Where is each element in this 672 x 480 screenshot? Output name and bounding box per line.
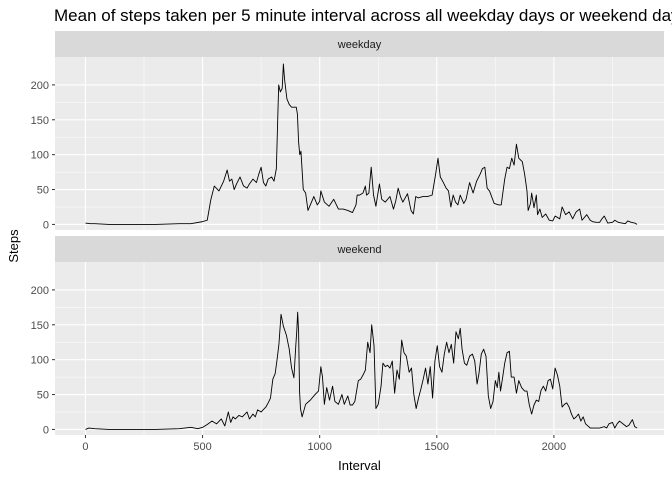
y-tick-label: 150 [31,115,49,127]
facet-strip-label-weekend: weekend [336,244,381,256]
x-tick-label: 1000 [307,441,331,453]
panel-background-weekend [55,262,664,435]
y-tick-label: 100 [31,150,49,162]
y-axis-title: Steps [6,229,21,263]
facet-strip-weekday [55,31,664,57]
series-line-weekday [85,63,638,225]
y-tick-label: 150 [31,320,49,332]
panel-background-weekday [55,57,664,230]
x-tick-label: 500 [193,441,211,453]
chart-title: Mean of steps taken per 5 minute interva… [54,6,672,25]
facet-strip-label-weekday: weekday [337,39,382,51]
y-tick-label: 50 [37,390,49,402]
x-tick-label: 0 [82,441,88,453]
y-tick-label: 200 [31,285,49,297]
x-axis-title: Interval [338,458,381,473]
y-tick-label: 50 [37,185,49,197]
x-tick-label: 2000 [542,441,566,453]
y-tick-label: 0 [43,219,49,231]
series-line-weekend [85,311,638,430]
y-tick-label: 100 [31,355,49,367]
y-tick-label: 0 [43,424,49,436]
x-tick-label: 1500 [425,441,449,453]
facet-strip-weekend [55,236,664,262]
y-tick-label: 200 [31,80,49,92]
